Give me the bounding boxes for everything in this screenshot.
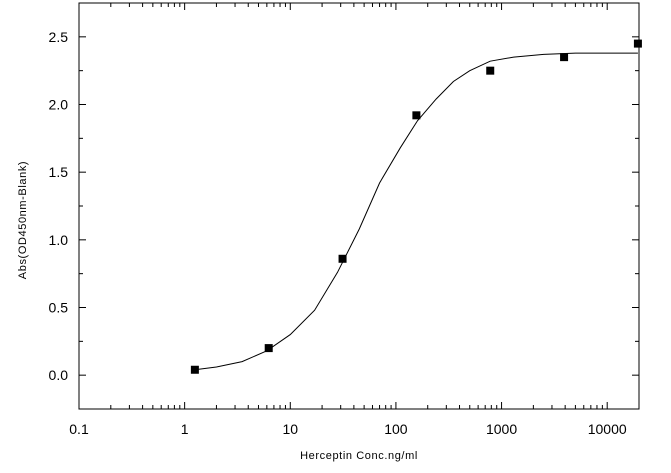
x-axis-title: Herceptin Conc.ng/ml xyxy=(300,450,418,462)
data-point-marker xyxy=(190,365,199,374)
y-tick-label: 0.5 xyxy=(49,300,69,316)
x-tick-label: 0.1 xyxy=(69,421,89,437)
x-tick-label: 100 xyxy=(384,421,408,437)
y-tick-label: 2.5 xyxy=(49,29,69,45)
x-tick-label: 1 xyxy=(181,421,189,437)
data-point-marker xyxy=(264,344,273,353)
x-tick-label: 10000 xyxy=(588,421,627,437)
plot-frame xyxy=(78,2,640,410)
y-tick-label: 0.0 xyxy=(49,367,69,383)
y-tick-label: 1.0 xyxy=(49,232,69,248)
fit-curve-line xyxy=(194,52,638,371)
y-tick-label: 2.0 xyxy=(49,97,69,113)
y-axis-title: Abs(OD450nm-Blank) xyxy=(17,161,29,279)
data-point-marker xyxy=(486,66,495,75)
x-tick-label: 1000 xyxy=(486,421,517,437)
y-tick-label: 1.5 xyxy=(49,164,69,180)
data-point-marker xyxy=(338,254,347,263)
data-point-marker xyxy=(412,111,421,120)
x-tick-label: 10 xyxy=(282,421,298,437)
data-point-marker xyxy=(633,39,642,48)
data-point-marker xyxy=(560,53,569,62)
